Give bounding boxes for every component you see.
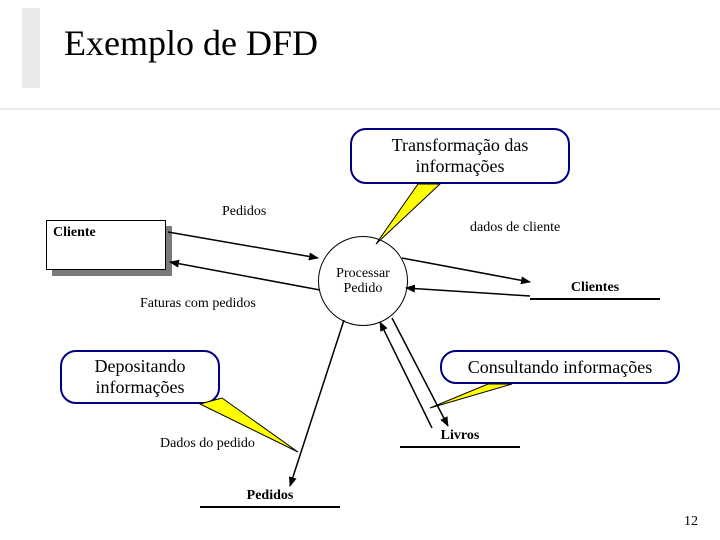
slide: Exemplo de DFD Transformação dasinformaç…: [0, 0, 720, 540]
datastore-livros: Livros: [400, 428, 520, 448]
callout-deposit: Depositandoinformações: [60, 350, 220, 404]
datastore-livros-label: Livros: [400, 428, 520, 446]
datastore-pedidos-label: Pedidos: [200, 488, 340, 506]
process-processar-pedido: ProcessarPedido: [318, 236, 408, 326]
datastore-line: [530, 298, 660, 300]
flow-label-dados-pedido: Dados do pedido: [160, 436, 255, 452]
flow-label-pedidos: Pedidos: [222, 204, 266, 220]
datastore-clientes-label: Clientes: [530, 280, 660, 298]
datastore-pedidos: Pedidos: [200, 488, 340, 508]
datastore-line: [200, 506, 340, 508]
datastore-clientes: Clientes: [530, 280, 660, 300]
datastore-line: [400, 446, 520, 448]
slide-title: Exemplo de DFD: [64, 22, 318, 64]
flow-label-faturas: Faturas com pedidos: [140, 296, 256, 312]
callout-consult: Consultando informações: [440, 350, 680, 384]
accent-side: [22, 8, 40, 88]
flow-label-dados-cliente: dados de cliente: [470, 220, 560, 236]
accent-underline: [0, 108, 720, 110]
page-number: 12: [684, 514, 698, 530]
callout-transform: Transformação dasinformações: [350, 128, 570, 184]
entity-cliente: Cliente: [46, 220, 166, 270]
